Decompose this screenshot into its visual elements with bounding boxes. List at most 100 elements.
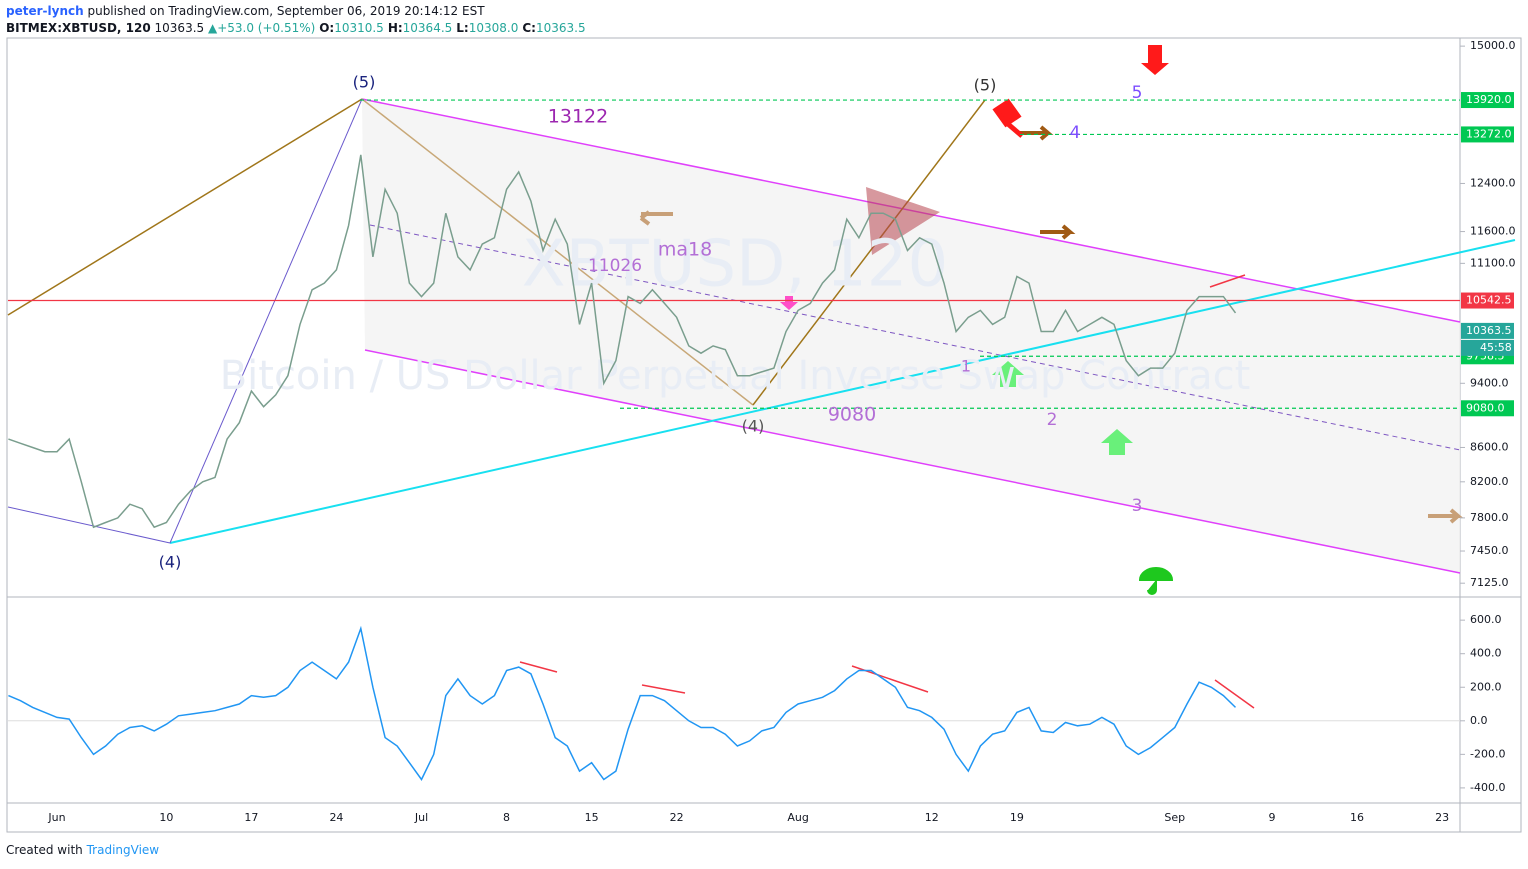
countdown: 45:58 xyxy=(1480,341,1512,354)
y-tick-label: 200.0 xyxy=(1470,680,1502,693)
wave-line xyxy=(7,506,171,544)
channel-bottom xyxy=(364,349,1461,574)
change-arrow: ▲ xyxy=(207,21,218,35)
annotation: 3 xyxy=(1132,496,1143,516)
annotation: 11026 xyxy=(588,256,642,276)
divergence xyxy=(519,661,558,673)
level-label: 10363.5 xyxy=(1466,324,1512,337)
y-tick-label: 600.0 xyxy=(1470,613,1502,626)
footer-text: Created with xyxy=(6,843,83,857)
x-tick-label: 15 xyxy=(585,811,599,824)
symbol-line: BITMEX:XBTUSD, 120 10363.5 ▲+53.0 (+0.51… xyxy=(6,20,590,37)
x-tick-label: 16 xyxy=(1350,811,1364,824)
trend-line xyxy=(169,239,1516,544)
level-label: 10542.5 xyxy=(1466,294,1512,307)
ohlc-label: L: xyxy=(456,21,469,35)
arrow-right xyxy=(1428,508,1464,524)
annotation: (5) xyxy=(353,73,376,92)
arrow-left xyxy=(639,210,673,226)
ohlc-value: 10364.5 xyxy=(402,21,453,35)
x-tick-label: 22 xyxy=(670,811,684,824)
symbol: BITMEX:XBTUSD, 120 xyxy=(6,21,151,35)
annotation: 1 xyxy=(961,357,971,376)
wave-line xyxy=(752,99,986,406)
annotation: 13122 xyxy=(548,106,608,128)
y-tick-label: -400.0 xyxy=(1470,781,1505,794)
watermark-subtitle: Bitcoin / US Dollar Perpetual Inverse Sw… xyxy=(220,353,1251,399)
x-tick-label: 12 xyxy=(925,811,939,824)
x-tick-label: 23 xyxy=(1435,811,1449,824)
x-tick-label: 10 xyxy=(159,811,173,824)
umbrella-icon xyxy=(1138,567,1174,595)
y-tick-label: 7450.0 xyxy=(1470,544,1509,557)
arrow-down xyxy=(1141,45,1169,75)
change: +53.0 (+0.51%) xyxy=(217,21,316,35)
x-tick-label: Sep xyxy=(1164,811,1185,824)
level-label-box xyxy=(1461,292,1514,309)
x-tick-label: Jul xyxy=(414,811,428,824)
y-tick-label: 8600.0 xyxy=(1470,440,1509,453)
wave-line xyxy=(7,98,363,316)
divergence xyxy=(1209,274,1246,288)
watermark: XBTUSD, 120 xyxy=(522,228,948,302)
y-tick-label: 12400.0 xyxy=(1470,176,1516,189)
arrow-right xyxy=(1040,224,1076,240)
footer: Created with TradingView xyxy=(6,843,159,857)
x-tick-label: Aug xyxy=(787,811,808,824)
arrow-down xyxy=(780,296,798,310)
divergence xyxy=(1214,679,1255,709)
arrow-up xyxy=(992,361,1024,387)
annotation: ma18 xyxy=(658,239,712,261)
price-line xyxy=(8,625,1237,781)
level-label: 13272.0 xyxy=(1466,127,1512,140)
ohlc-label: O: xyxy=(319,21,335,35)
divergence xyxy=(641,684,686,694)
price-line xyxy=(8,154,1237,529)
level-label-box xyxy=(1461,126,1514,143)
channel-fill xyxy=(362,99,1460,573)
y-tick-label: 8200.0 xyxy=(1470,475,1509,488)
annotation: (4) xyxy=(159,553,182,572)
frame xyxy=(6,37,1522,833)
last-price: 10363.5 xyxy=(154,21,205,35)
ohlc-value: 10310.5 xyxy=(334,21,384,35)
annotation: 5 xyxy=(1132,83,1143,103)
y-tick-label: 400.0 xyxy=(1470,647,1502,660)
arrow-up xyxy=(1101,429,1133,455)
hammer-icon xyxy=(992,98,1024,138)
publish-line: peter-lynch published on TradingView.com… xyxy=(6,3,590,20)
x-tick-label: 8 xyxy=(503,811,510,824)
ohlc-label: H: xyxy=(387,21,403,35)
level-label-box xyxy=(1461,400,1514,417)
ohlc-value: 10308.0 xyxy=(468,21,519,35)
x-tick-label: 9 xyxy=(1269,811,1276,824)
ohlc-label: C: xyxy=(522,21,536,35)
level-label: 13920.0 xyxy=(1466,93,1512,106)
annotation: 4 xyxy=(1070,123,1081,143)
y-tick-label: 9400.0 xyxy=(1470,376,1509,389)
y-tick-label: -200.0 xyxy=(1470,747,1505,760)
x-tick-label: Jun xyxy=(47,811,65,824)
y-tick-label: 11600.0 xyxy=(1470,225,1516,238)
annotation: (4) xyxy=(742,417,765,436)
y-tick-label: 7125.0 xyxy=(1470,576,1509,589)
wave-line xyxy=(169,98,363,544)
y-tick-label: 15000.0 xyxy=(1470,39,1516,52)
y-tick-label: 7800.0 xyxy=(1470,511,1509,524)
published: published on TradingView.com, September … xyxy=(87,4,485,18)
header: peter-lynch published on TradingView.com… xyxy=(6,3,590,37)
annotation: 9080 xyxy=(828,404,876,426)
annotation: (5) xyxy=(974,76,997,95)
x-tick-label: 17 xyxy=(244,811,258,824)
x-tick-label: 24 xyxy=(329,811,343,824)
level-label-box xyxy=(1461,322,1514,339)
level-label: 9080.0 xyxy=(1466,401,1505,414)
brand: TradingView xyxy=(86,843,160,857)
ohlc-value: 10363.5 xyxy=(535,21,586,35)
ohlc: O:10310.5 H:10364.5 L:10308.0 C:10363.5 xyxy=(319,21,589,35)
drawings xyxy=(7,45,1516,709)
arrow-right xyxy=(1018,125,1054,141)
y-tick-label: 0.0 xyxy=(1470,714,1488,727)
